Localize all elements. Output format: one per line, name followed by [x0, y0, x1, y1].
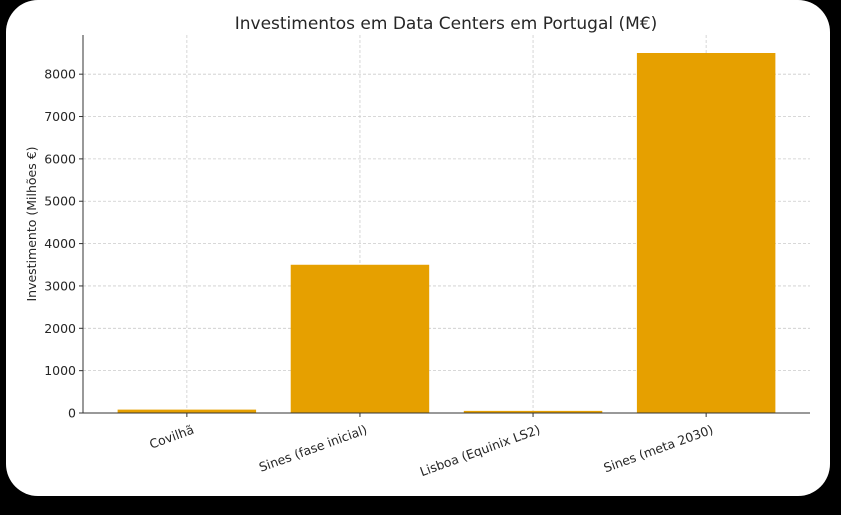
y-tick-label: 0 — [68, 406, 76, 421]
bar — [117, 409, 257, 413]
y-tick-label: 4000 — [44, 236, 76, 251]
y-axis-label: Investimento (Milhões €) — [24, 146, 39, 301]
y-tick-label: 8000 — [44, 67, 76, 82]
y-tick-label: 1000 — [44, 363, 76, 378]
bar — [636, 53, 776, 413]
chart-title: Investimentos em Data Centers em Portuga… — [235, 14, 658, 34]
x-tick-label: Covilhã — [147, 422, 196, 452]
x-tick-label: Sines (meta 2030) — [602, 422, 716, 476]
y-tick-label: 6000 — [44, 151, 76, 166]
y-tick-label: 5000 — [44, 194, 76, 209]
x-tick-label: Lisboa (Equinix LS2) — [418, 422, 542, 479]
bar — [463, 410, 603, 413]
x-tick-label: Sines (fase inicial) — [257, 422, 369, 475]
y-tick-label: 7000 — [44, 109, 76, 124]
y-tick-label: 3000 — [44, 278, 76, 293]
y-tick-label: 2000 — [44, 321, 76, 336]
bar — [290, 264, 430, 413]
